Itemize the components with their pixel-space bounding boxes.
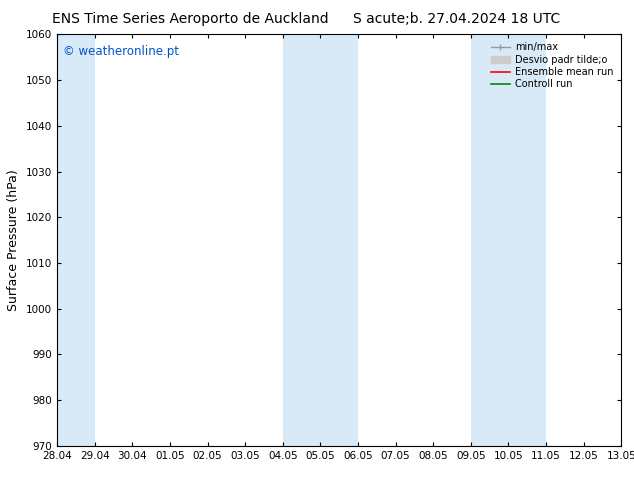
Legend: min/max, Desvio padr tilde;o, Ensemble mean run, Controll run: min/max, Desvio padr tilde;o, Ensemble m… — [488, 39, 616, 92]
Text: ENS Time Series Aeroporto de Auckland: ENS Time Series Aeroporto de Auckland — [52, 12, 328, 26]
Bar — [471, 34, 546, 446]
Text: S acute;b. 27.04.2024 18 UTC: S acute;b. 27.04.2024 18 UTC — [353, 12, 560, 26]
Y-axis label: Surface Pressure (hPa): Surface Pressure (hPa) — [8, 169, 20, 311]
Bar — [57, 34, 94, 446]
Text: © weatheronline.pt: © weatheronline.pt — [63, 45, 179, 58]
Bar — [283, 34, 358, 446]
